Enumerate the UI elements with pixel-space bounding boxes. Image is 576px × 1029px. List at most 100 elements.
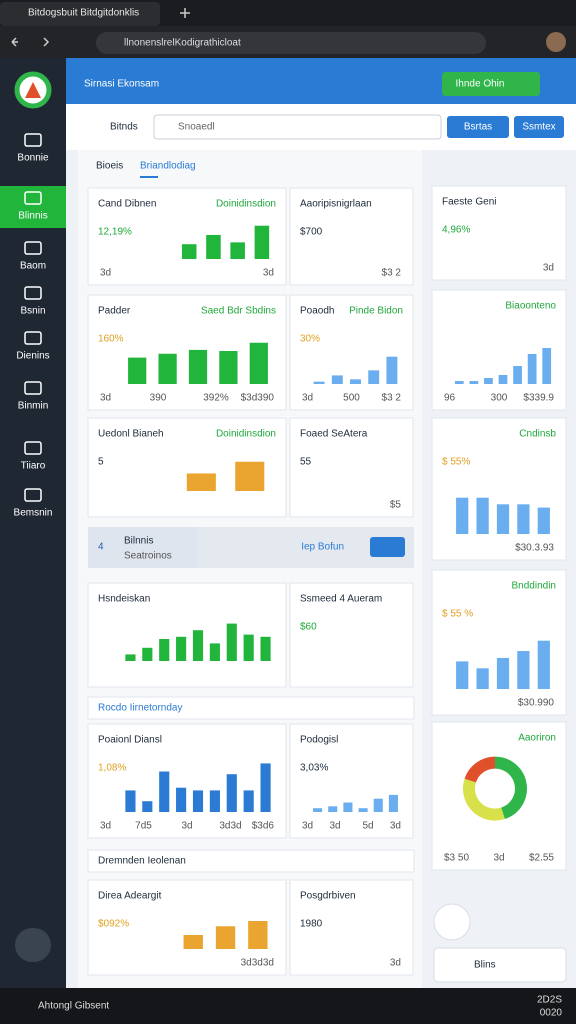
- toolbar-button: [447, 116, 509, 138]
- card: [87, 723, 287, 839]
- banner-button: [370, 537, 405, 557]
- nav-icons[interactable]: [11, 37, 50, 47]
- search-placeholder: Snoaedl: [178, 122, 215, 133]
- float-label[interactable]: Blins: [474, 960, 496, 971]
- sidebar-label[interactable]: Binmin: [18, 401, 49, 412]
- taskbar-app[interactable]: Ahtongl Gibsent: [38, 1001, 109, 1012]
- sidebar-label[interactable]: Tiiaro: [21, 461, 46, 472]
- bar: [368, 370, 380, 384]
- bar: [158, 353, 177, 384]
- card-title: Cand Dibnen: [98, 199, 156, 210]
- card-value: 30%: [300, 334, 320, 345]
- sidebar-settings: [15, 928, 51, 962]
- bar: [386, 356, 398, 384]
- bar: [188, 349, 208, 384]
- bar: [226, 774, 237, 812]
- profile[interactable]: [546, 32, 566, 52]
- bar: [186, 473, 216, 491]
- section-title: Rocdo Iirnetornday: [98, 703, 183, 714]
- bar: [249, 342, 268, 384]
- taskbar: [0, 988, 576, 1024]
- banner-link[interactable]: Iep Bofun: [301, 542, 344, 553]
- bar: [215, 926, 236, 949]
- bar: [260, 636, 271, 661]
- card-footer: 3d: [100, 393, 111, 404]
- taskbar-time: 2D2S: [537, 995, 562, 1006]
- banner-subtitle: Seatroinos: [124, 551, 172, 562]
- bar: [496, 504, 510, 534]
- card-value: 160%: [98, 334, 124, 345]
- sidebar-icon: [24, 381, 42, 395]
- sidebar-label[interactable]: Bemsnin: [14, 508, 53, 519]
- toolbar-button-label[interactable]: Ssmtex: [522, 122, 555, 133]
- bar: [498, 375, 508, 384]
- card: [431, 721, 567, 871]
- card-tag: Doinidinsdion: [216, 199, 276, 210]
- taskbar-date: 0020: [540, 1008, 563, 1019]
- card: [289, 187, 414, 286]
- donut-segment: [462, 778, 505, 821]
- bar: [542, 348, 552, 384]
- card: [289, 723, 414, 839]
- card-value: 5: [98, 457, 104, 468]
- bar: [313, 381, 325, 384]
- bar: [350, 379, 361, 384]
- bar: [517, 651, 530, 689]
- tab: [0, 2, 160, 26]
- sidebar-label[interactable]: Bsnin: [20, 306, 45, 317]
- bar: [206, 234, 221, 259]
- sidebar-label[interactable]: Blinnis: [18, 211, 47, 222]
- bar: [331, 375, 343, 384]
- banner-left: [88, 527, 198, 568]
- header-button-label[interactable]: Ihnde Ohin: [456, 79, 505, 90]
- bar: [181, 244, 197, 259]
- card-footer: 300: [491, 393, 508, 404]
- sidebar-label[interactable]: Dienins: [16, 351, 49, 362]
- bar: [219, 351, 238, 384]
- toolbar-label: Bitnds: [110, 122, 138, 133]
- bar: [159, 639, 170, 661]
- card-footer: $5: [390, 500, 402, 511]
- main-panel: [78, 150, 422, 988]
- bar: [454, 381, 464, 384]
- card-value: 12,19%: [98, 227, 132, 238]
- sidebar-icon: [24, 331, 42, 345]
- bar: [243, 790, 254, 812]
- sidebar-label[interactable]: Baom: [20, 261, 46, 272]
- bar: [343, 802, 353, 812]
- new-tab-icon[interactable]: [180, 8, 190, 18]
- card-value: $60: [300, 622, 317, 633]
- bar: [159, 771, 170, 812]
- bar: [142, 801, 153, 812]
- tab-underline: [140, 176, 158, 178]
- header-button: [442, 72, 540, 96]
- bar: [476, 497, 489, 534]
- url-field: [96, 32, 486, 54]
- card-footer: 3d3d: [219, 821, 241, 832]
- card: [431, 417, 567, 561]
- tab-label[interactable]: Briandlodiag: [140, 161, 196, 172]
- card-value: $ 55 %: [442, 609, 473, 620]
- bar: [226, 623, 237, 661]
- toolbar-button-label[interactable]: Bsrtas: [464, 122, 492, 133]
- card-footer: $3d390: [241, 393, 275, 404]
- bar: [125, 654, 136, 661]
- card-footer: 3d: [390, 958, 401, 969]
- sidebar-label[interactable]: Bonnie: [17, 153, 49, 164]
- card-footer: $2.55: [529, 853, 554, 864]
- card-tag: Pinde Bidon: [349, 306, 403, 317]
- sidebar-icon: [24, 133, 42, 147]
- card-tag: Aaoriron: [518, 733, 556, 744]
- card-title: Direa Adeargit: [98, 891, 162, 902]
- donut-segment: [494, 756, 527, 820]
- card-title: Aaoripisnigrlaan: [300, 199, 372, 210]
- card-footer: 3d: [329, 821, 340, 832]
- bar: [235, 461, 265, 491]
- card-footer: $3d6: [252, 821, 275, 832]
- card: [431, 185, 567, 281]
- bar: [209, 790, 220, 812]
- card-footer: 392%: [203, 393, 229, 404]
- tab-label[interactable]: Bioeis: [96, 161, 123, 172]
- card-footer: 3d: [100, 268, 111, 279]
- float-button[interactable]: [433, 903, 471, 941]
